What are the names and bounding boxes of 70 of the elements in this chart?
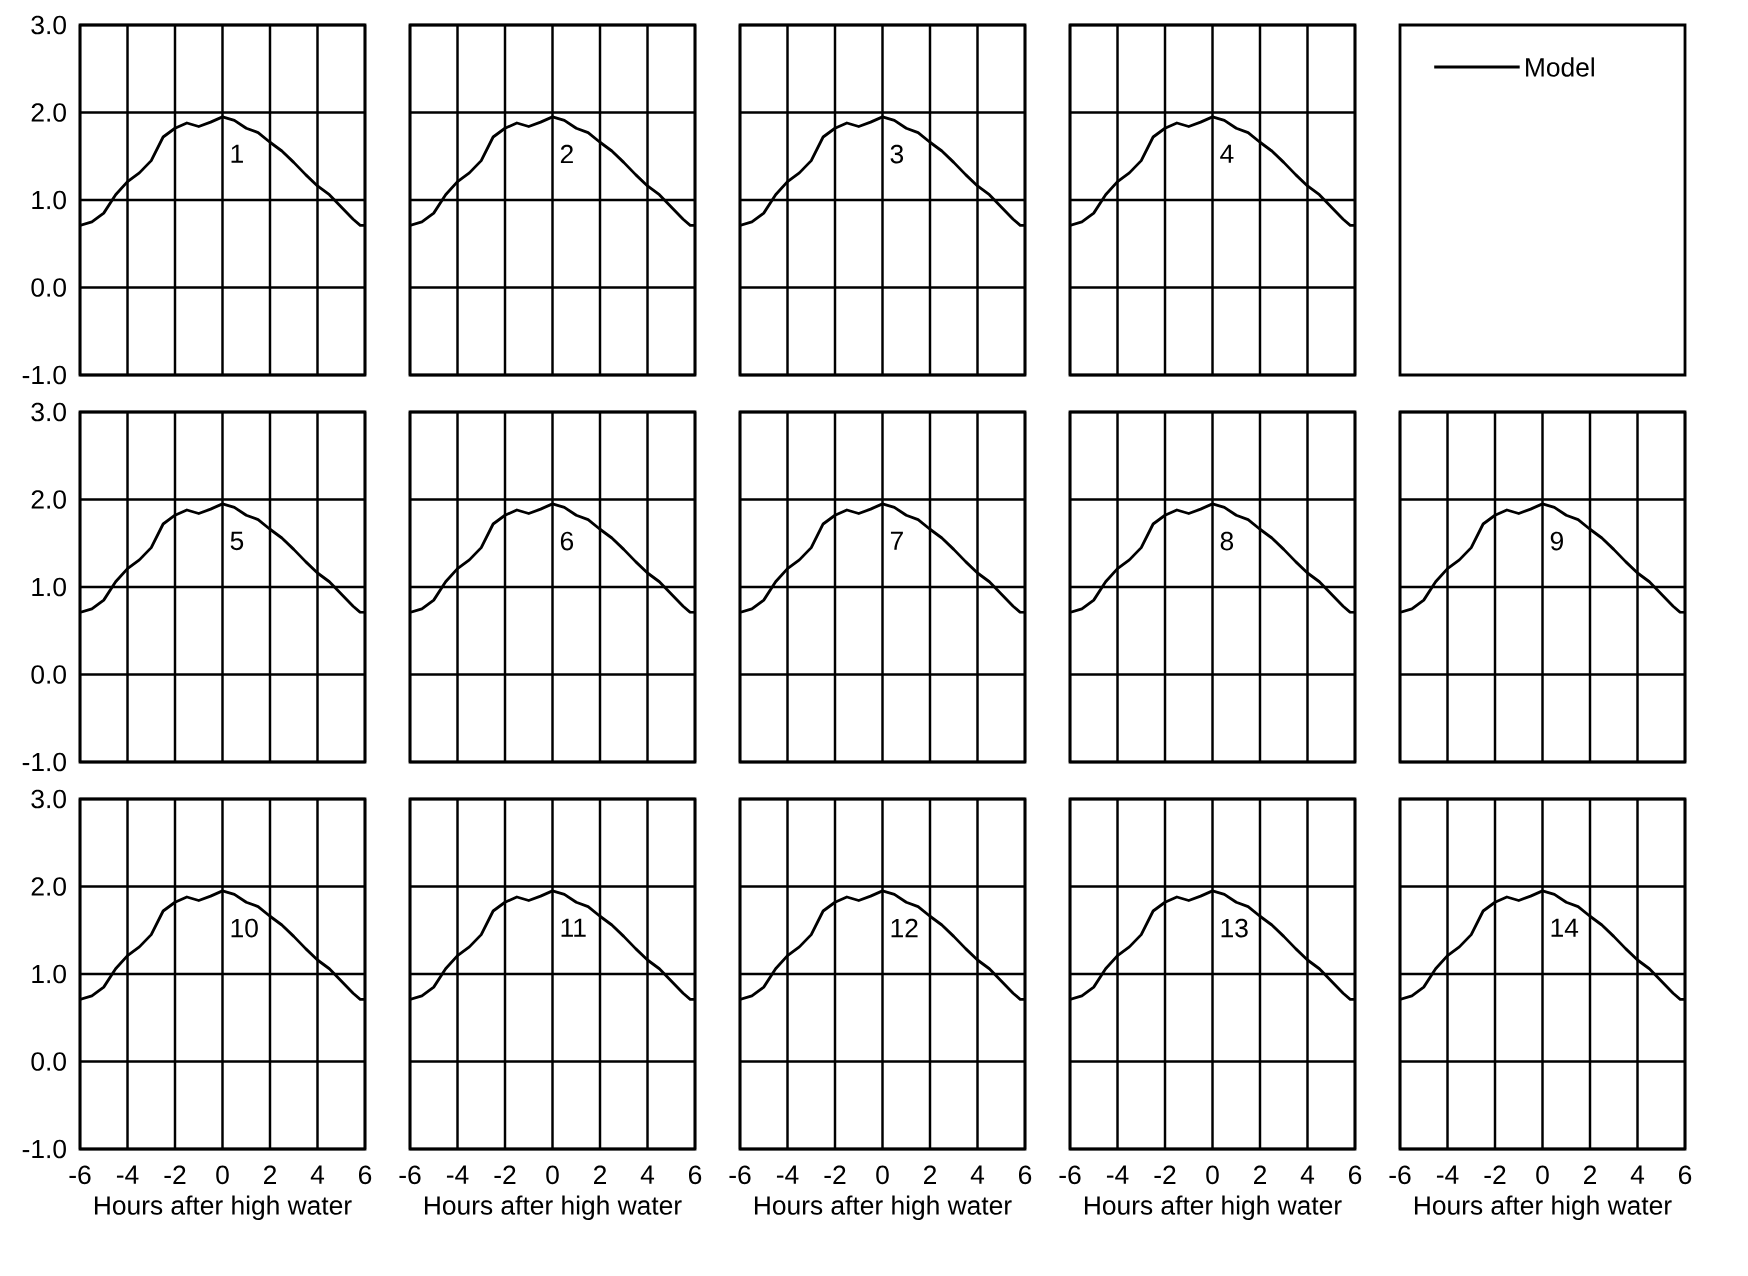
x-tick-label: 6 bbox=[1018, 1165, 1032, 1185]
x-tick-label: -6 bbox=[399, 1165, 421, 1185]
y-tick-label: 1.0 bbox=[32, 190, 66, 210]
x-tick-label: 2 bbox=[264, 1165, 277, 1184]
y-tick-label: -1.0 bbox=[22, 1139, 66, 1159]
x-tick-label: -2 bbox=[1484, 1165, 1506, 1184]
x-tick-label: 0 bbox=[546, 1165, 559, 1185]
y-tick-label: 3.0 bbox=[31, 15, 66, 35]
annotation: 14 bbox=[1551, 918, 1579, 937]
text: Model bbox=[1526, 57, 1594, 77]
x-tick-label: -2 bbox=[164, 1165, 186, 1184]
y-tick-label: 0.0 bbox=[31, 278, 66, 297]
y-tick-label: 2.0 bbox=[31, 103, 66, 122]
x-tick-label: 4 bbox=[310, 1165, 325, 1184]
x-tick-label: 4 bbox=[640, 1165, 655, 1184]
annotation: 9 bbox=[1550, 531, 1563, 551]
annotation: 13 bbox=[1221, 918, 1248, 938]
y-tick-label: 1.0 bbox=[32, 964, 66, 984]
x-tick-label: 2 bbox=[924, 1165, 937, 1184]
y-tick-label: 0.0 bbox=[31, 1052, 66, 1071]
x-tick-label: 0 bbox=[1206, 1165, 1219, 1185]
annotation: 8 bbox=[1220, 531, 1234, 551]
y-tick-label: 1.0 bbox=[32, 577, 66, 597]
annotation: 6 bbox=[560, 531, 574, 551]
y-tick-label: -1.0 bbox=[22, 365, 66, 385]
x-tick-label: 4 bbox=[970, 1165, 985, 1184]
x-axis-title: Hours after high water bbox=[424, 1195, 682, 1220]
annotation: 3 bbox=[890, 144, 904, 164]
x-axis-title: Hours after high water bbox=[754, 1195, 1012, 1220]
annotation: 12 bbox=[891, 918, 918, 938]
x-tick-label: -2 bbox=[1154, 1165, 1176, 1184]
annotation: 4 bbox=[1220, 144, 1234, 163]
x-tick-label: -6 bbox=[1389, 1165, 1411, 1185]
x-tick-label: -6 bbox=[1059, 1165, 1081, 1185]
y-tick-label: 2.0 bbox=[31, 877, 66, 896]
x-tick-label: 6 bbox=[1349, 1165, 1362, 1185]
annotation: 7 bbox=[890, 531, 903, 550]
x-tick-label: 0 bbox=[216, 1165, 229, 1185]
x-tick-label: 6 bbox=[1679, 1165, 1692, 1185]
y-tick-label: 0.0 bbox=[31, 665, 66, 684]
x-tick-label: 2 bbox=[1254, 1165, 1267, 1184]
x-tick-label: -4 bbox=[1436, 1165, 1459, 1184]
annotation: 11 bbox=[561, 918, 586, 937]
x-tick-label: -6 bbox=[69, 1165, 91, 1185]
x-tick-label: 4 bbox=[1300, 1165, 1315, 1184]
x-tick-label: -2 bbox=[494, 1165, 516, 1184]
x-axis-title: Hours after high water bbox=[94, 1195, 352, 1220]
x-axis-title: Hours after high water bbox=[1414, 1195, 1672, 1220]
x-tick-label: 2 bbox=[1584, 1165, 1597, 1184]
annotation: 5 bbox=[230, 531, 244, 551]
annotation: 2 bbox=[560, 144, 573, 164]
x-tick-label: -6 bbox=[729, 1165, 751, 1185]
x-tick-label: -2 bbox=[824, 1165, 846, 1184]
x-tick-label: 4 bbox=[1630, 1165, 1645, 1184]
annotation: 1 bbox=[231, 144, 243, 163]
y-tick-label: 3.0 bbox=[31, 402, 66, 422]
y-tick-label: 2.0 bbox=[31, 490, 66, 509]
x-tick-label: -4 bbox=[776, 1165, 799, 1184]
y-tick-label: -1.0 bbox=[22, 752, 66, 772]
x-tick-label: 6 bbox=[359, 1165, 372, 1185]
x-tick-label: -4 bbox=[116, 1165, 139, 1184]
x-tick-label: 6 bbox=[688, 1165, 702, 1185]
annotation: 10 bbox=[231, 918, 258, 938]
x-tick-label: -4 bbox=[1106, 1165, 1129, 1184]
x-tick-label: 0 bbox=[1536, 1165, 1549, 1185]
x-tick-label: 0 bbox=[876, 1165, 889, 1185]
x-axis-title: Hours after high water bbox=[1084, 1195, 1342, 1220]
y-tick-label: 3.0 bbox=[31, 789, 66, 809]
x-tick-label: -4 bbox=[446, 1165, 469, 1184]
x-tick-label: 2 bbox=[594, 1165, 607, 1184]
